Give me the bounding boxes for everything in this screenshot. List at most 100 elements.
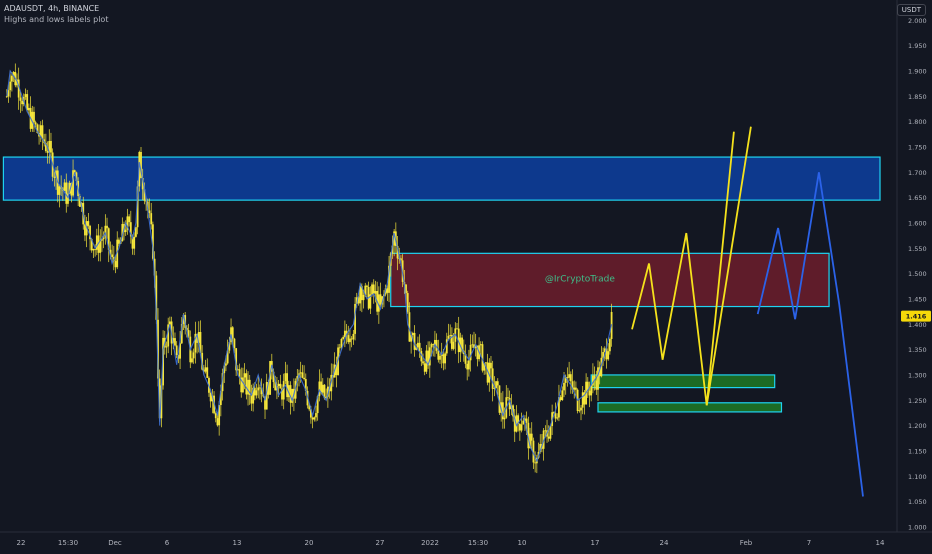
candle-body — [255, 390, 258, 396]
candle-body — [530, 433, 533, 441]
x-tick-label: 24 — [660, 539, 669, 547]
candle-body — [238, 369, 241, 378]
candle-body — [552, 412, 555, 414]
candle-body — [598, 367, 601, 377]
candle-body — [569, 374, 572, 382]
candle-body — [304, 379, 307, 391]
candle-body — [21, 100, 23, 105]
candle-body — [90, 239, 93, 251]
candle-body — [369, 294, 372, 309]
candle-body — [406, 293, 409, 313]
candle-body — [556, 417, 559, 419]
y-tick-label: 1.750 — [908, 143, 927, 151]
candle-body — [345, 330, 348, 336]
candle-body — [417, 342, 419, 348]
candle-body — [338, 347, 341, 349]
x-tick-label: 27 — [376, 539, 385, 547]
y-tick-label: 2.000 — [908, 17, 927, 25]
candle-body — [197, 331, 200, 343]
candle-body — [34, 122, 37, 125]
candle-body — [364, 285, 367, 295]
candle-body — [26, 94, 29, 111]
candle-body — [282, 381, 285, 400]
candle-body — [250, 394, 253, 404]
candle-body — [226, 350, 229, 364]
candle-body — [182, 315, 185, 324]
candle-body — [116, 239, 119, 268]
candle-body — [160, 385, 163, 419]
candle-body — [442, 354, 445, 364]
candle-body — [260, 387, 263, 395]
candle-body — [410, 335, 413, 342]
candle-body — [146, 201, 149, 211]
candle-body — [483, 363, 486, 371]
candle-body — [400, 258, 402, 261]
candle-body — [143, 189, 146, 201]
candle-body — [452, 341, 455, 349]
candle-body — [321, 384, 324, 393]
candle-body — [225, 363, 227, 366]
y-tick-label: 1.800 — [908, 118, 927, 126]
candle-body — [264, 396, 266, 410]
candle-body — [179, 343, 181, 359]
candle-body — [231, 327, 234, 339]
currency-label[interactable]: USDT — [896, 4, 926, 16]
candle-body — [592, 375, 594, 386]
candle-body — [573, 387, 576, 390]
candle-body — [379, 294, 382, 305]
candle-body — [102, 237, 105, 240]
candle-body — [549, 426, 552, 439]
candle-body — [527, 422, 530, 449]
candle-body — [243, 373, 246, 378]
candle-body — [99, 240, 102, 253]
candle-body — [605, 348, 608, 360]
y-tick-label: 1.850 — [908, 93, 927, 101]
candle-body — [554, 413, 557, 419]
last-price-badge — [901, 310, 931, 322]
candle-body — [107, 228, 110, 250]
candle-body — [466, 363, 469, 370]
candle-body — [563, 382, 565, 391]
candle-body — [311, 417, 314, 420]
candle-body — [520, 424, 523, 431]
candle-body — [583, 392, 586, 405]
candle-body — [111, 254, 114, 258]
candle-body — [323, 384, 326, 399]
y-tick-label: 1.400 — [908, 321, 927, 329]
candle-body — [27, 107, 30, 111]
candle-body — [267, 382, 270, 395]
candle-body — [386, 288, 389, 293]
candle-body — [12, 72, 15, 76]
candle-body — [104, 225, 107, 238]
y-tick-label: 1.450 — [908, 295, 927, 303]
x-tick-label: 15:30 — [58, 539, 78, 547]
candle-body — [65, 182, 68, 204]
candle-body — [600, 357, 603, 377]
x-tick-label: 6 — [165, 539, 170, 547]
projection-yellow-scenario-2 — [705, 126, 752, 406]
y-tick-label: 1.200 — [908, 422, 927, 430]
candle-body — [529, 433, 531, 449]
candle-body — [44, 143, 47, 152]
candle-body — [474, 345, 477, 349]
candle-body — [95, 235, 98, 250]
candle-body — [415, 347, 418, 350]
candle-body — [534, 462, 537, 464]
candle-body — [444, 353, 447, 364]
candle-body — [89, 225, 91, 240]
indicator-label: Highs and lows labels plot — [4, 15, 109, 24]
candle-body — [481, 344, 484, 371]
candle-body — [155, 275, 158, 320]
candle-body — [581, 392, 584, 408]
candle-body — [422, 361, 424, 364]
candle-body — [578, 410, 581, 412]
candle-body — [603, 348, 606, 353]
candle-body — [498, 385, 501, 413]
candle-body — [350, 338, 353, 340]
candle-body — [131, 236, 134, 249]
candle-body — [36, 124, 39, 133]
candle-body — [78, 195, 81, 207]
candle-body — [68, 182, 71, 194]
candle-body — [219, 391, 222, 406]
